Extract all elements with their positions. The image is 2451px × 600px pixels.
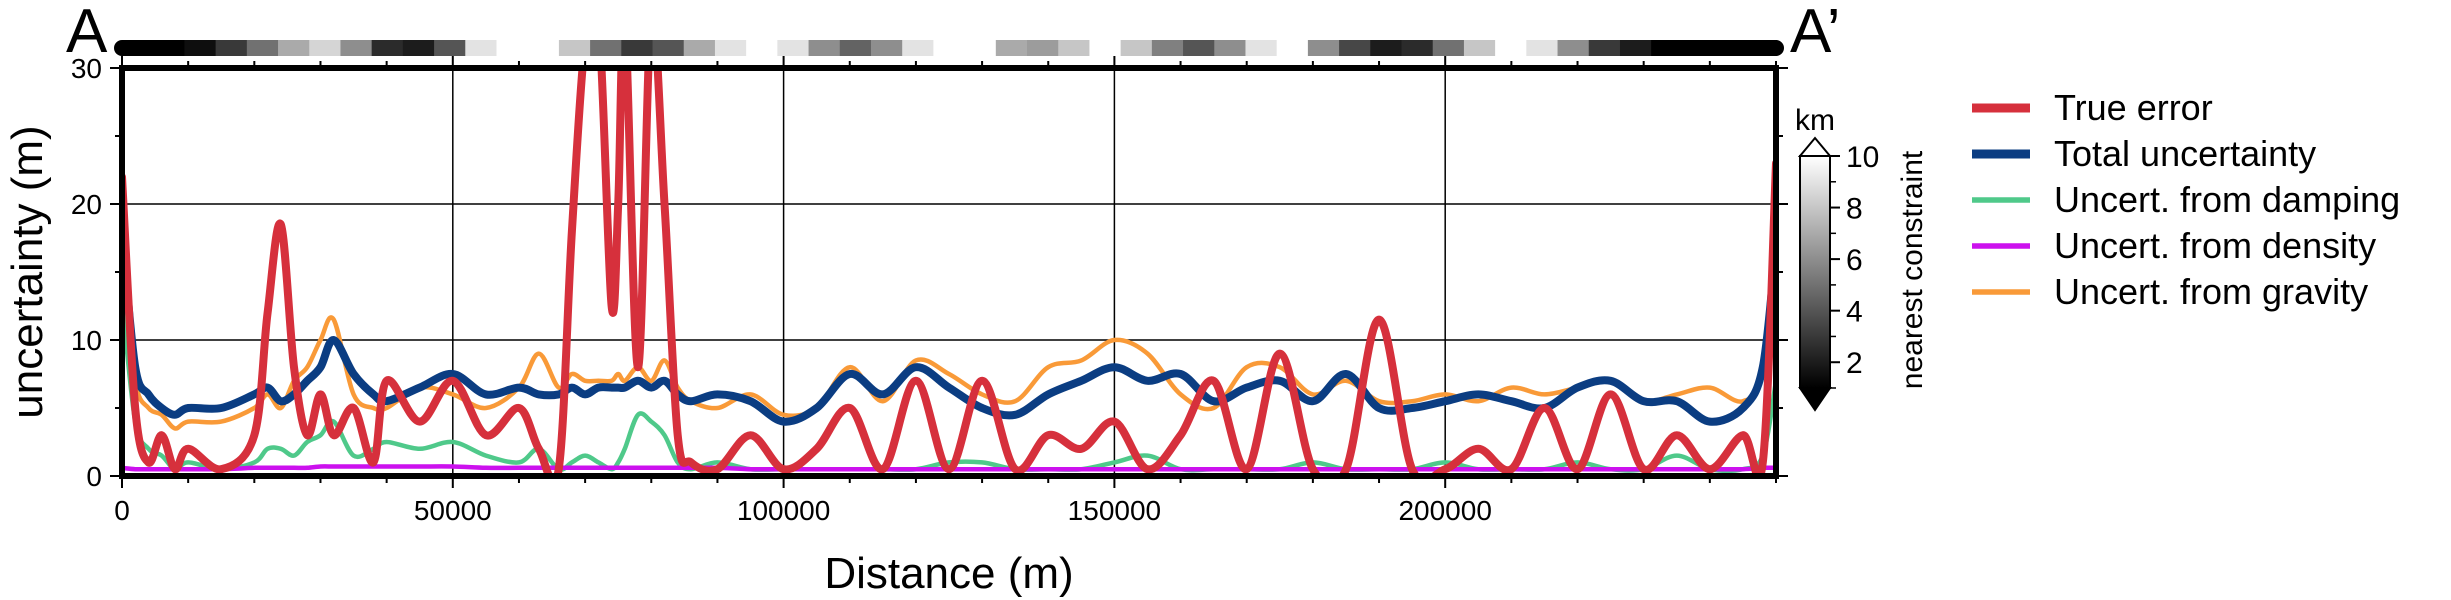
y-tick-label: 30 [71,53,102,84]
legend-label-uncert-from-damping: Uncert. from damping [2054,179,2400,220]
grid [122,68,1776,476]
strip-segment [933,40,966,56]
y-tick-label: 0 [86,461,102,492]
strip-segment [621,40,654,56]
colorbar-gradient [1799,155,1831,389]
colorbar-label: nearest constraint [1896,150,1929,389]
colorbar-tick-label: 6 [1846,244,1863,277]
colorbar-tick-label: 4 [1846,296,1863,329]
x-tick-label: 150000 [1068,495,1161,526]
x-axis-label: Distance (m) [824,549,1073,598]
colorbar-upper-triangle [1797,136,1833,157]
colorbar-lower-triangle [1798,387,1832,412]
strip-end-cap [1768,40,1784,56]
plot-frame [119,65,1779,479]
profile-end-label: A’ [1790,0,1841,66]
strip-segment [1557,40,1590,56]
strip-segment [1276,40,1309,56]
colorbar-tick-label: 8 [1846,193,1863,226]
strip-segment [1151,40,1185,56]
y-axis-label: uncertainty (m) [3,125,52,418]
series-group [122,68,1776,476]
strip-segment [309,40,342,56]
x-axis: 0 50000 100000 150000 200000 [114,56,1777,526]
profile-start-label: A [66,0,108,66]
strip-segment [1588,40,1621,56]
strip-segment [1463,40,1497,56]
strip-segment [1651,40,1684,56]
strip-segment [246,40,280,56]
strip-segment [1744,40,1777,56]
strip-segment [1089,40,1122,56]
colorbar-tick-label: 2 [1846,347,1863,380]
series-line-total-uncertainty [122,227,1776,426]
strip-segment [122,40,155,56]
strip-segment [1245,40,1278,56]
strip-segment [371,40,404,56]
strip-segment [402,40,436,56]
y-tick-label: 10 [71,325,102,356]
strip-segment [808,40,841,56]
strip-segment [652,40,685,56]
strip-start-cap [114,40,130,56]
strip-segment [683,40,716,56]
strip-segment [184,40,217,56]
colorbar-unit: km [1795,104,1835,137]
legend-label-true-error: True error [2054,87,2213,128]
strip-segment [1619,40,1653,56]
strip-segment [558,40,592,56]
strip-segment [777,40,810,56]
strip-segment [1214,40,1247,56]
strip-segment [1713,40,1746,56]
strip-segment [1339,40,1372,56]
strip-segment [964,40,997,56]
strip-segment [215,40,248,56]
legend-label-uncert-from-density: Uncert. from density [2054,225,2376,266]
strip-segment [1058,40,1091,56]
y-axis: 0 10 20 30 [71,53,1788,492]
strip-segment [465,40,498,56]
legend-label-total-uncertainty: Total uncertainty [2054,133,2316,174]
strip-segment [1495,40,1528,56]
strip-segment [340,40,373,56]
strip-segment [995,40,1029,56]
strip-segment [1526,40,1559,56]
x-tick-label: 0 [114,495,130,526]
strip-segment [1307,40,1341,56]
strip-segment [153,40,186,56]
x-tick-label: 100000 [737,495,830,526]
legend: True error Total uncertainty Uncert. from … [1972,87,2400,312]
strip-segment [1432,40,1465,56]
strip-segment [1120,40,1153,56]
strip-segment [839,40,872,56]
strip-segment [870,40,904,56]
strip-segment [714,40,748,56]
colorbar: 2 4 6 8 10 km nearest constraint [1795,104,1929,412]
strip-segment [1401,40,1434,56]
strip-segment [1027,40,1060,56]
strip-segment [1682,40,1715,56]
series-line-uncert-from-gravity [122,201,1776,431]
series-line-true-error [122,68,1776,476]
strip-segment [278,40,311,56]
strip-segment [434,40,467,56]
y-tick-label: 20 [71,189,102,220]
legend-label-uncert-from-gravity: Uncert. from gravity [2054,271,2368,312]
strip-segment [902,40,935,56]
strip-segment [527,40,560,56]
strip-segment [1183,40,1216,56]
strip-segment [1370,40,1403,56]
colorbar-tick-label: 10 [1846,141,1879,174]
strip-segment [496,40,529,56]
strip-segment [746,40,779,56]
x-tick-label: 50000 [414,495,492,526]
constraint-distance-strip [114,40,1784,56]
strip-segment [590,40,623,56]
x-tick-label: 200000 [1398,495,1491,526]
